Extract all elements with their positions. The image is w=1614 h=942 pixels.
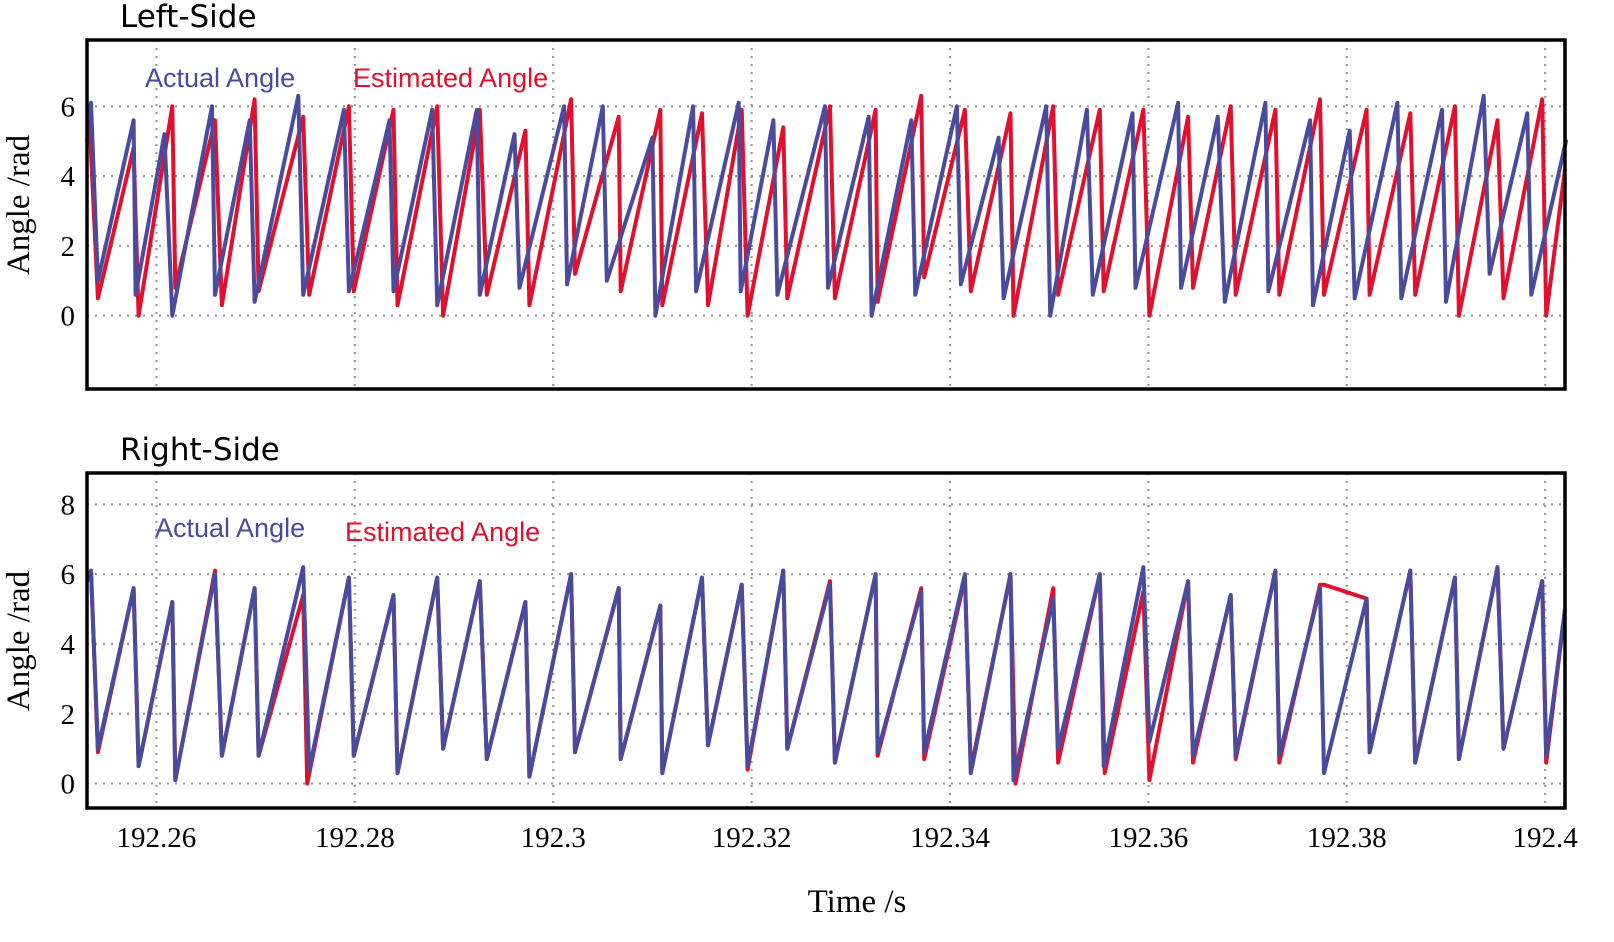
right-side-y-tick-label: 2 [61, 699, 76, 731]
x-tick-label: 192.32 [712, 822, 792, 854]
left-side-y-tick-label: 0 [61, 301, 76, 333]
left-side-plot-frame [85, 38, 1567, 391]
left-side-series [85, 93, 1568, 318]
left-side-title: Left-Side [120, 0, 257, 35]
left-side-y-tick-label: 4 [61, 161, 76, 193]
left-side-legend-actual: Actual Angle [145, 63, 295, 93]
x-tick-label: 192.3 [521, 822, 586, 854]
right-side-panel: Right-Side Angle /rad 0 2 4 6 8 Actual Angle… [1, 432, 1567, 810]
right-side-y-axis-label: Angle /rad [1, 570, 37, 711]
x-tick-label: 192.36 [1109, 822, 1189, 854]
left-side-series-estimated-angle [85, 93, 1567, 318]
left-side-legend-estimated: Estimated Angle [353, 63, 548, 93]
x-tick-label: 192.34 [910, 822, 990, 854]
right-side-y-tick-label: 8 [61, 489, 76, 521]
left-side-y-axis-label: Angle /rad [1, 134, 37, 275]
x-tick-label: 192.28 [315, 822, 395, 854]
right-side-legend-estimated: Estimated Angle [345, 517, 540, 547]
left-side-series-actual-angle [85, 93, 1568, 318]
right-side-plot-frame [85, 471, 1567, 810]
right-side-y-tick-label: 0 [61, 769, 76, 801]
left-side-y-ticks: 0 2 4 6 [61, 91, 76, 332]
right-side-y-tick-label: 4 [61, 629, 76, 661]
x-tick-label: 192.38 [1307, 822, 1387, 854]
right-side-y-tick-label: 6 [61, 559, 76, 591]
right-side-series [85, 565, 1567, 786]
left-side-panel: Left-Side Angle /rad 0 2 4 6 Actual Angle E… [1, 0, 1568, 391]
x-axis-tick-labels: 192.26 192.28 192.3 192.32 192.34 192.36 192.3… [117, 822, 1579, 854]
x-tick-label: 192.26 [117, 822, 197, 854]
x-tick-label: 192.4 [1513, 822, 1579, 854]
left-side-y-tick-label: 2 [61, 231, 76, 263]
left-side-y-tick-label: 6 [61, 91, 76, 123]
right-side-series-actual-angle [85, 565, 1567, 783]
right-side-y-ticks: 0 2 4 6 8 [61, 489, 76, 800]
right-side-title: Right-Side [120, 432, 280, 468]
right-side-legend-actual: Actual Angle [155, 513, 305, 543]
x-axis-label: Time /s [808, 884, 907, 920]
